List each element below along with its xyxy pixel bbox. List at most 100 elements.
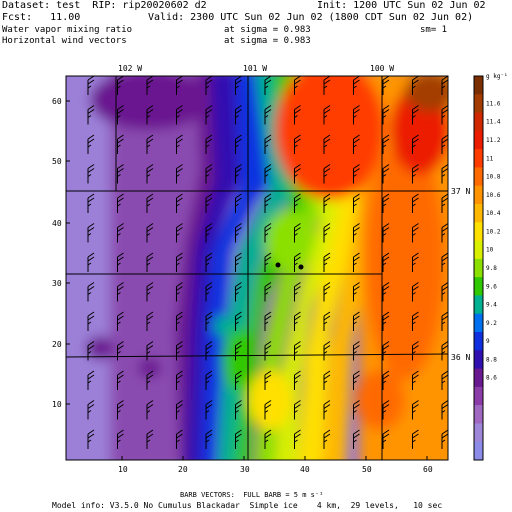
- x-tick-label: 40: [300, 465, 310, 474]
- wind-barb: [117, 164, 124, 184]
- wind-barb: [382, 105, 390, 125]
- wind-barb: [235, 193, 242, 213]
- wind-barb: [412, 400, 419, 420]
- colorbar-swatch: [474, 149, 483, 168]
- field2-level: at sigma = 0.983: [224, 36, 311, 46]
- colorbar-swatch: [474, 240, 483, 260]
- wind-barb: [412, 252, 419, 272]
- colorbar-label: 9.8: [486, 265, 497, 272]
- wind-barb: [294, 311, 301, 331]
- colorbar-swatch: [474, 112, 483, 132]
- wind-barb: [146, 282, 154, 302]
- x-tick-label: 10: [118, 465, 128, 474]
- wind-barb: [146, 105, 154, 125]
- wind-barb: [353, 429, 360, 449]
- colorbar-swatch: [474, 423, 483, 443]
- wind-barb: [323, 252, 331, 272]
- wind-barb: [294, 193, 301, 213]
- wind-barb: [176, 429, 183, 449]
- wind-barb: [323, 193, 331, 213]
- y-tick-label: 40: [52, 219, 62, 228]
- colorbar-label: 10: [486, 247, 494, 254]
- wind-barb: [205, 223, 213, 243]
- wind-barb: [264, 252, 272, 272]
- colorbar-labels: 11.6 11.4 11.2 11 10.8 10.6 10.4 10.2 10 9.8 9.6 9.…: [486, 100, 501, 381]
- lon-label: 102 W: [118, 64, 142, 73]
- colorbar-unit: g kg⁻¹: [486, 73, 508, 80]
- wind-barb: [117, 311, 124, 331]
- wind-barb: [382, 400, 390, 420]
- wind-barb: [264, 400, 272, 420]
- wind-barb: [382, 75, 390, 95]
- wind-barb: [117, 105, 124, 125]
- wind-barb: [176, 400, 183, 420]
- wind-barb: [87, 223, 95, 243]
- wind-barb: [146, 400, 154, 420]
- wind-barb: [441, 134, 449, 154]
- wind-barb: [264, 341, 272, 361]
- wind-barb: [235, 341, 242, 361]
- wind-barb: [87, 311, 95, 331]
- wind-barb: [87, 341, 95, 361]
- wind-barb: [353, 341, 360, 361]
- wind-barb: [146, 223, 154, 243]
- wind-barb: [441, 105, 449, 125]
- wind-barb: [176, 223, 183, 243]
- wind-barb: [117, 370, 124, 390]
- plot-frame: [65, 75, 449, 461]
- x-tick-label: 30: [240, 465, 250, 474]
- wind-barb: [382, 429, 390, 449]
- wind-barb: [235, 370, 242, 390]
- wind-barb: [441, 75, 449, 95]
- wind-barb: [264, 370, 272, 390]
- wind-barb: [294, 282, 301, 302]
- wind-barb: [441, 282, 449, 302]
- wind-barb: [264, 429, 272, 449]
- colorbar-swatch: [474, 295, 483, 315]
- wind-barb: [87, 370, 95, 390]
- wind-barb: [205, 429, 213, 449]
- state-boundaries: [65, 76, 449, 460]
- colorbar-swatch: [474, 185, 483, 205]
- wind-barb: [176, 282, 183, 302]
- wind-barb: [146, 134, 154, 154]
- wind-barb: [117, 400, 124, 420]
- wind-barb: [353, 223, 360, 243]
- wind-barb: [323, 400, 331, 420]
- colorbar-swatch: [474, 405, 483, 424]
- wind-barb: [87, 252, 95, 272]
- wind-barb: [205, 311, 213, 331]
- init-label: Init: 1200 UTC Sun 02 Jun 02: [317, 0, 486, 11]
- wind-barb: [235, 282, 242, 302]
- wind-barb: [87, 164, 95, 184]
- wind-barb: [353, 311, 360, 331]
- colorbar-label: 10.2: [486, 228, 501, 235]
- wind-barb: [235, 429, 242, 449]
- wind-barb: [353, 134, 360, 154]
- colorbar-swatch: [474, 368, 483, 388]
- wind-barb: [323, 370, 331, 390]
- wind-barb: [353, 252, 360, 272]
- smoothing-label: sm= 1: [420, 25, 448, 35]
- wind-barb: [441, 370, 449, 390]
- wind-barb: [353, 193, 360, 213]
- wind-barb: [353, 75, 360, 95]
- wind-barb: [264, 223, 272, 243]
- colorbar-swatch: [474, 167, 483, 187]
- wind-barb: [146, 164, 154, 184]
- wind-barb: [205, 370, 213, 390]
- colorbar-swatch: [474, 441, 483, 461]
- wind-barb: [353, 400, 360, 420]
- wind-barb: [87, 400, 95, 420]
- wind-barb: [87, 193, 95, 213]
- wind-barb: [412, 164, 419, 184]
- wind-barb: [87, 134, 95, 154]
- wind-barb: [235, 223, 242, 243]
- wind-barb: [87, 282, 95, 302]
- colorbar-swatch: [474, 222, 483, 242]
- lon-label: 100 W: [370, 64, 394, 73]
- wind-barb: [264, 311, 272, 331]
- wind-barb: [205, 105, 213, 125]
- colorbar-label: 9: [486, 338, 490, 345]
